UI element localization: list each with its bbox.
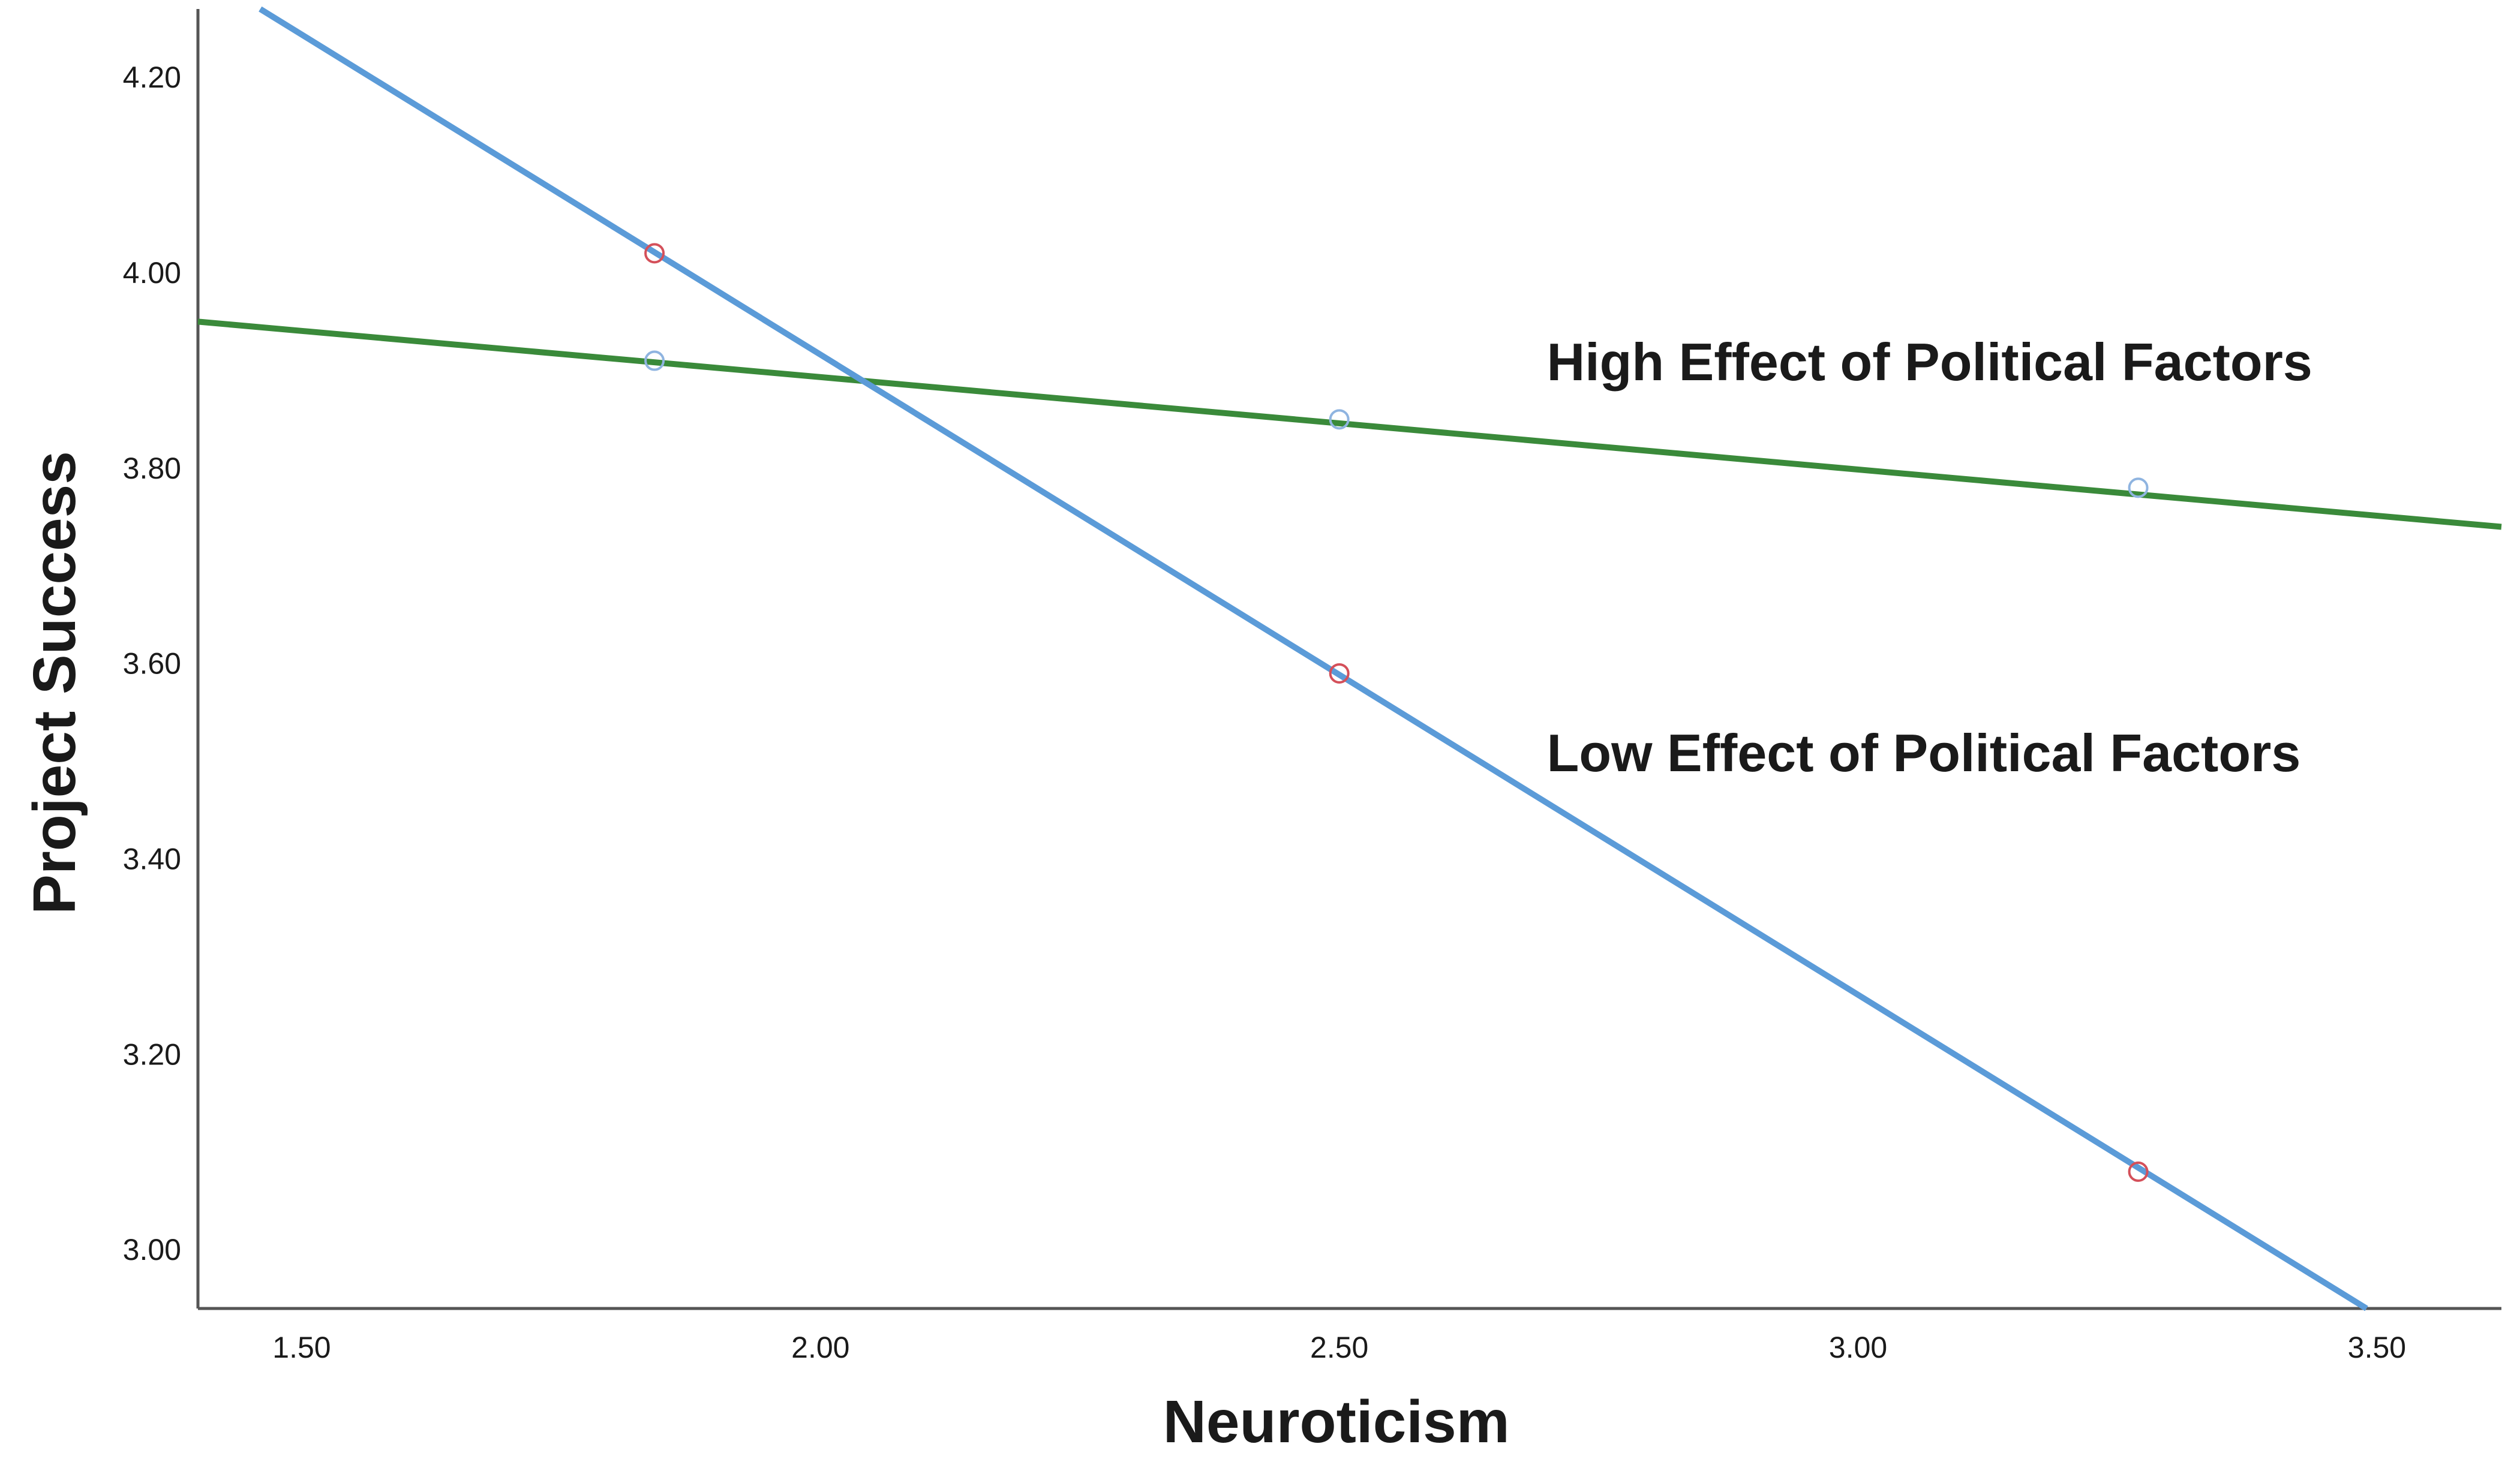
- y-tick-label: 3.00: [123, 1233, 181, 1267]
- data-point-marker: [644, 350, 665, 371]
- y-tick-label: 4.20: [123, 61, 181, 94]
- series-annotation-label: Low Effect of Political Factors: [1547, 723, 2301, 783]
- annotations: High Effect of Political Factors Low Effe…: [1547, 332, 2312, 783]
- x-tick-label: 2.00: [791, 1331, 849, 1364]
- y-tick-label: 3.60: [123, 647, 181, 681]
- data-point-marker: [2128, 477, 2149, 498]
- y-tick-label: 3.80: [123, 452, 181, 485]
- x-tick-label: 3.50: [2348, 1331, 2406, 1364]
- series-line-high-effect: [197, 318, 2502, 530]
- data-point-marker: [1329, 409, 1350, 430]
- series-annotation-label: High Effect of Political Factors: [1547, 332, 2312, 392]
- markers: [644, 243, 2149, 1182]
- ticks: 1.50 2.00 2.50 3.00 3.50 3.00 3.20 3.40 3.60 3.80…: [123, 61, 2406, 1364]
- axes: [196, 9, 2501, 1310]
- data-point-marker: [2128, 1161, 2149, 1182]
- y-tick-label: 3.40: [123, 843, 181, 876]
- y-tick-label: 4.00: [123, 256, 181, 290]
- series-lines: [197, 6, 2502, 1311]
- x-tick-label: 3.00: [1829, 1331, 1887, 1364]
- series-line-low-effect: [259, 6, 2368, 1311]
- y-axis-title: Project Success: [21, 451, 88, 915]
- data-point-marker: [644, 243, 665, 264]
- y-tick-label: 3.20: [123, 1037, 181, 1071]
- data-point-marker: [1329, 663, 1350, 684]
- x-axis-title: Neuroticism: [1163, 1388, 1510, 1455]
- x-tick-label: 2.50: [1310, 1331, 1368, 1364]
- x-tick-label: 1.50: [272, 1331, 331, 1364]
